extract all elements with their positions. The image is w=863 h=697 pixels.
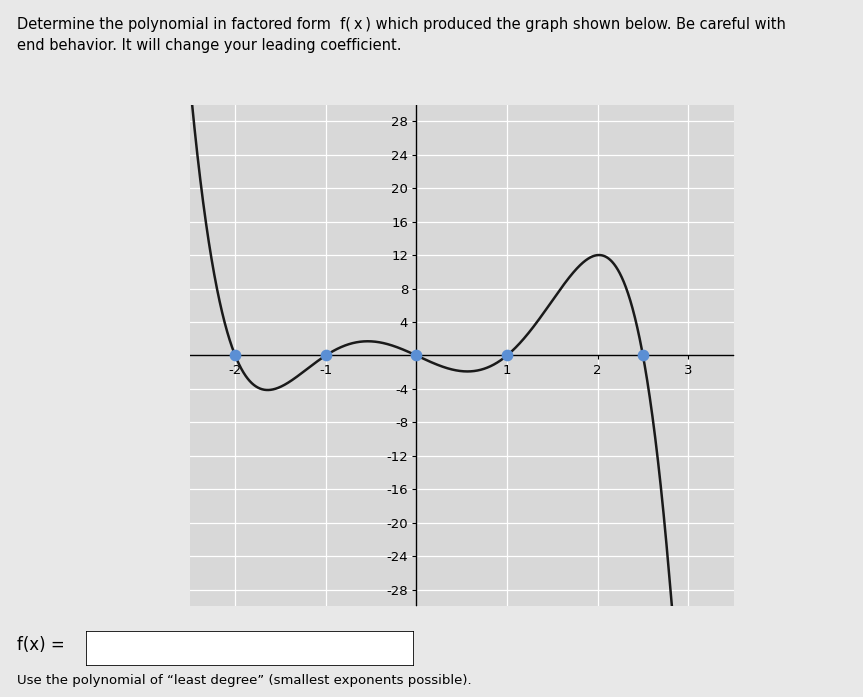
Point <box>409 350 423 361</box>
Text: Determine the polynomial in factored form  f( x ) which produced the graph shown: Determine the polynomial in factored for… <box>17 17 786 33</box>
Text: f(x) =: f(x) = <box>17 636 65 654</box>
Point <box>500 350 513 361</box>
Point <box>636 350 650 361</box>
Text: end behavior. It will change your leading coefficient.: end behavior. It will change your leadin… <box>17 38 402 54</box>
Text: Use the polynomial of “least degree” (smallest exponents possible).: Use the polynomial of “least degree” (sm… <box>17 673 472 687</box>
Point <box>228 350 242 361</box>
Point <box>318 350 332 361</box>
